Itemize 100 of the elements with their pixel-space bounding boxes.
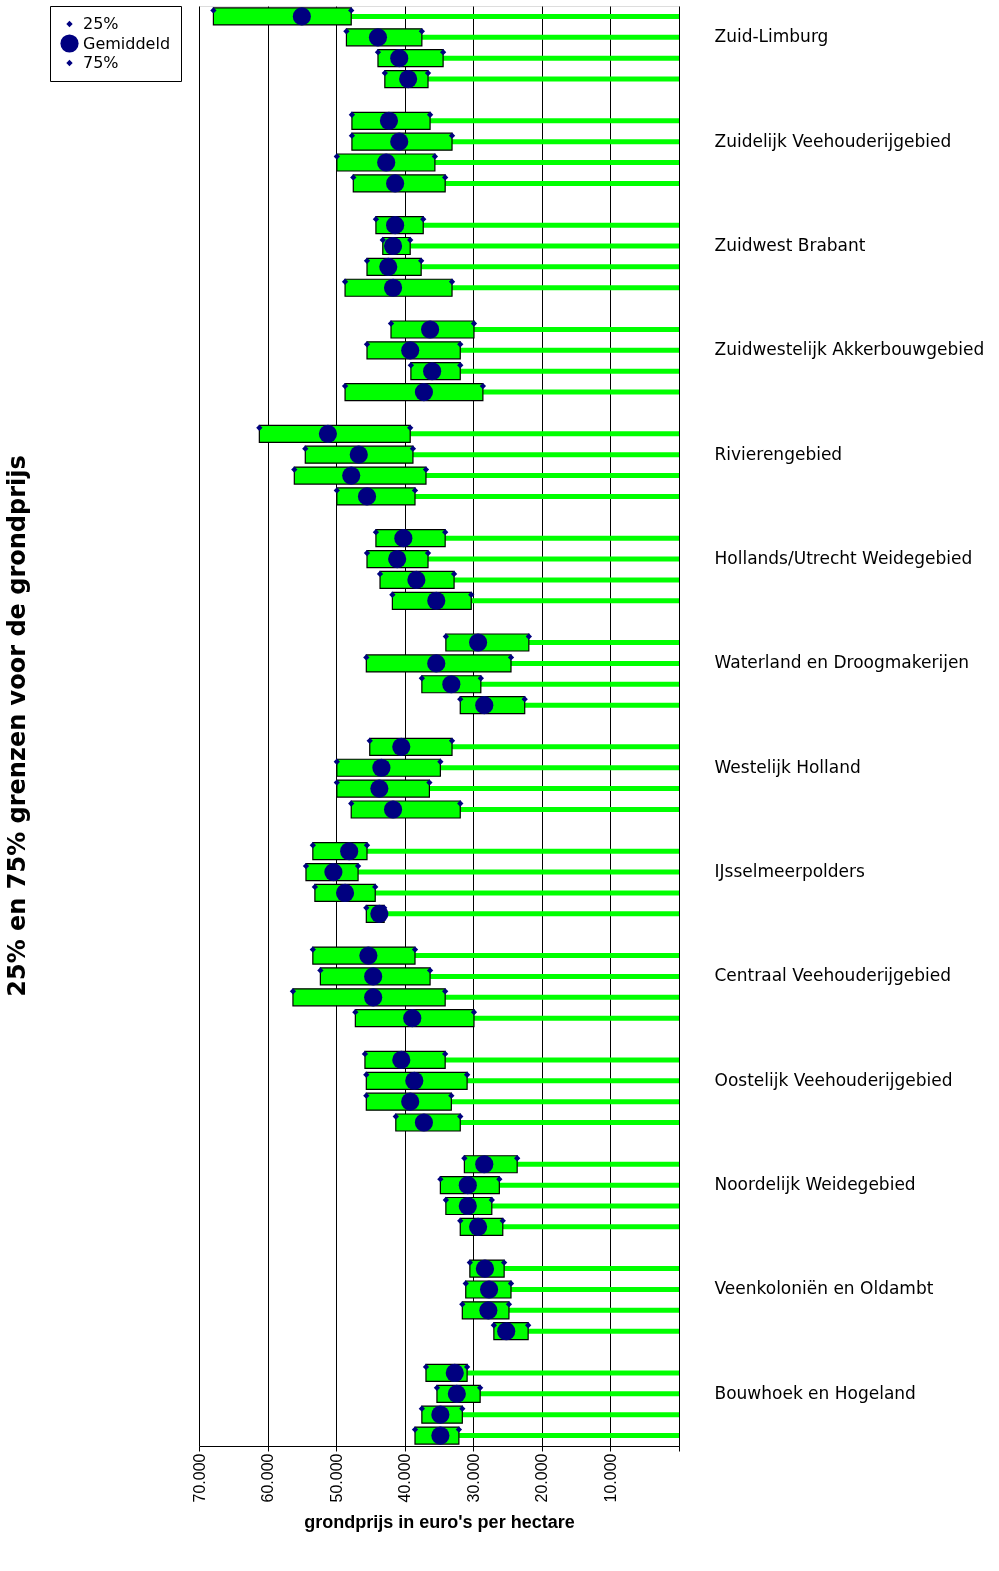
x-tick-label: 10.000 (601, 1453, 619, 1503)
point (372, 529, 380, 536)
point (448, 1092, 455, 1099)
point (437, 758, 444, 765)
point (420, 215, 427, 223)
point (387, 320, 395, 327)
point (372, 883, 379, 891)
y-tick-label: Noordelijk Weidegebied (714, 1174, 916, 1195)
point (348, 800, 355, 807)
x-tick-label: 70.000 (190, 1453, 208, 1503)
legend-label: Gemiddeld (83, 33, 171, 53)
point (439, 49, 447, 56)
point (343, 28, 350, 35)
y-tick-label: Zuidwest Brabant (714, 235, 866, 255)
x-tick-label: 50.000 (327, 1453, 345, 1503)
point (309, 946, 316, 953)
point (462, 1280, 469, 1287)
point (496, 1175, 503, 1183)
x-tick-label: 30.000 (464, 1453, 482, 1503)
y-tick-label: Waterland en Droogmakerijen (714, 652, 970, 673)
point (488, 1196, 495, 1204)
point (431, 153, 439, 160)
point (289, 988, 297, 995)
point (448, 737, 456, 745)
point (500, 1259, 508, 1266)
point (442, 1196, 450, 1204)
x-tick-label: 40.000 (396, 1453, 414, 1503)
point (389, 591, 396, 598)
point (457, 800, 464, 807)
point (309, 842, 316, 849)
point (407, 362, 415, 369)
point (379, 236, 386, 244)
point (525, 633, 532, 640)
y-tick-label: Rivierengebied (714, 443, 843, 464)
point (350, 174, 357, 181)
point (348, 111, 356, 118)
point (463, 1071, 471, 1078)
point (442, 633, 450, 640)
point (381, 69, 388, 77)
point (442, 1050, 449, 1058)
point (442, 988, 449, 995)
text: 25% en 75% grenzen voor de grondprijs (2, 455, 31, 997)
point (363, 1092, 370, 1099)
point (459, 1405, 466, 1412)
point (424, 69, 432, 77)
point (411, 487, 419, 494)
point (354, 862, 362, 870)
point (433, 1384, 441, 1391)
point (363, 1071, 370, 1078)
y-tick-label: Oostelijk Veehouderijgebied (714, 1069, 953, 1090)
point (457, 695, 464, 703)
point (442, 529, 449, 536)
legend-label: 75% (83, 53, 119, 72)
x-tick-label: 20.000 (533, 1453, 551, 1503)
point (499, 1217, 506, 1225)
point (442, 174, 449, 181)
y-tick-label: IJsselmeerpolders (714, 861, 866, 882)
point (479, 382, 487, 390)
point (424, 549, 432, 557)
point (392, 1113, 399, 1120)
point (366, 737, 373, 745)
y-tick-label: Hollands/Utrecht Weidegebied (714, 548, 973, 569)
point (376, 570, 384, 578)
y-tick-label: Zuidelijk Veehouderijgebied (714, 130, 952, 151)
point (450, 570, 458, 578)
point (363, 257, 371, 265)
point (521, 695, 528, 703)
point (348, 132, 356, 139)
point (341, 382, 349, 390)
point (437, 1175, 444, 1183)
y-tick-label: Zuid-Limburg (714, 26, 829, 47)
point (461, 1155, 468, 1162)
x-tick-label: 60.000 (259, 1453, 277, 1503)
point (361, 1050, 369, 1058)
point (457, 1113, 464, 1120)
point (411, 1426, 419, 1433)
y-tick-label: Zuidwestelijk Akkerbouwgebied (714, 339, 985, 360)
point (463, 1363, 471, 1371)
point (341, 278, 349, 285)
point (302, 445, 309, 452)
point (374, 49, 382, 56)
point (507, 1280, 515, 1287)
point (256, 424, 263, 431)
point (418, 675, 426, 682)
point (470, 1009, 478, 1016)
point (418, 1405, 426, 1412)
x-axis-title: grondprijs in euro's per hectare (304, 1512, 575, 1533)
point (418, 28, 426, 35)
point (333, 487, 340, 494)
point (457, 341, 464, 348)
point (476, 1384, 484, 1391)
point (333, 153, 340, 160)
point (514, 1155, 521, 1162)
point (505, 1301, 513, 1308)
point (317, 967, 324, 974)
y-tick-label: Veenkoloniën en Oldambt (714, 1278, 934, 1299)
point (457, 1217, 464, 1225)
point (477, 675, 484, 682)
point (468, 591, 475, 598)
y-tick-label: Centraal Veehouderijgebied (714, 965, 952, 986)
